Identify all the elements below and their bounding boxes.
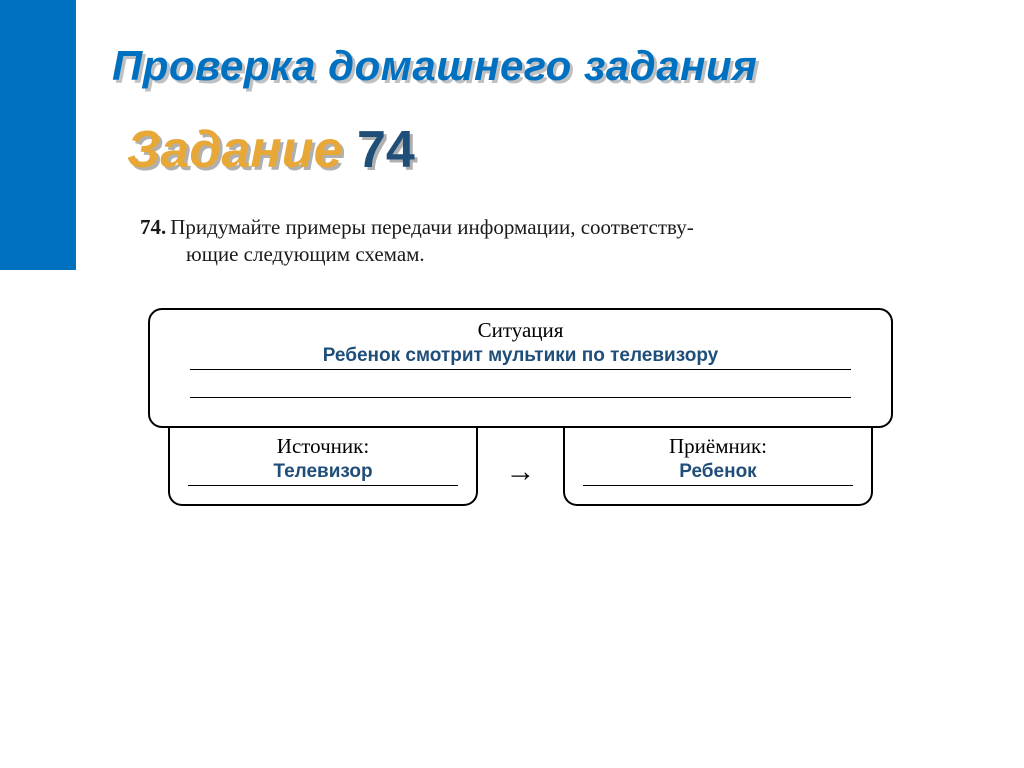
situation-answer: Ребенок смотрит мультики по телевизору xyxy=(190,345,851,370)
page-title: Проверка домашнего задания xyxy=(112,42,757,90)
problem-line2: ющие следующим схемам. xyxy=(186,242,930,267)
sidebar-blue-block xyxy=(0,0,76,270)
problem-statement: 74.Придумайте примеры передачи информаци… xyxy=(140,215,930,267)
sidebar-decoration xyxy=(0,0,76,768)
source-label: Источник: xyxy=(188,434,458,459)
task-number: 74 xyxy=(357,121,415,179)
task-heading: Задание 74 xyxy=(127,120,415,180)
source-receiver-row: Источник: Телевизор → Приёмник: Ребенок xyxy=(148,420,893,506)
situation-label: Ситуация xyxy=(150,318,891,343)
situation-box: Ситуация Ребенок смотрит мультики по тел… xyxy=(148,308,893,428)
receiver-label: Приёмник: xyxy=(583,434,853,459)
receiver-answer: Ребенок xyxy=(583,461,853,486)
arrow-icon: → xyxy=(506,437,536,489)
problem-number: 74. xyxy=(140,215,166,239)
source-box: Источник: Телевизор xyxy=(168,420,478,506)
task-word: Задание xyxy=(127,121,343,179)
situation-blank-line xyxy=(190,380,851,398)
diagram-container: Ситуация Ребенок смотрит мультики по тел… xyxy=(148,308,893,506)
receiver-box: Приёмник: Ребенок xyxy=(563,420,873,506)
source-answer: Телевизор xyxy=(188,461,458,486)
problem-line1: Придумайте примеры передачи информации, … xyxy=(170,215,693,239)
